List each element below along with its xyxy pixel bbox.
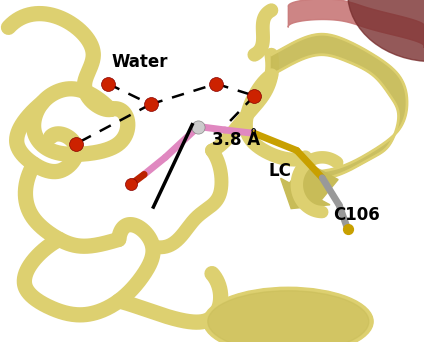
Text: 3.8 Å: 3.8 Å	[212, 131, 260, 149]
Ellipse shape	[208, 291, 369, 342]
Point	[213, 81, 220, 87]
Point	[344, 226, 351, 232]
Text: C106: C106	[333, 207, 379, 224]
Polygon shape	[288, 0, 424, 48]
Point	[195, 124, 202, 129]
Polygon shape	[271, 34, 407, 178]
Wedge shape	[348, 0, 424, 62]
Point	[195, 124, 202, 129]
Point	[147, 102, 154, 107]
Point	[251, 93, 258, 98]
FancyArrow shape	[281, 162, 338, 209]
Point	[105, 81, 112, 87]
Text: LC: LC	[268, 162, 291, 180]
Point	[128, 181, 135, 187]
Text: Water: Water	[112, 53, 168, 70]
Ellipse shape	[204, 287, 373, 342]
Point	[73, 141, 80, 146]
